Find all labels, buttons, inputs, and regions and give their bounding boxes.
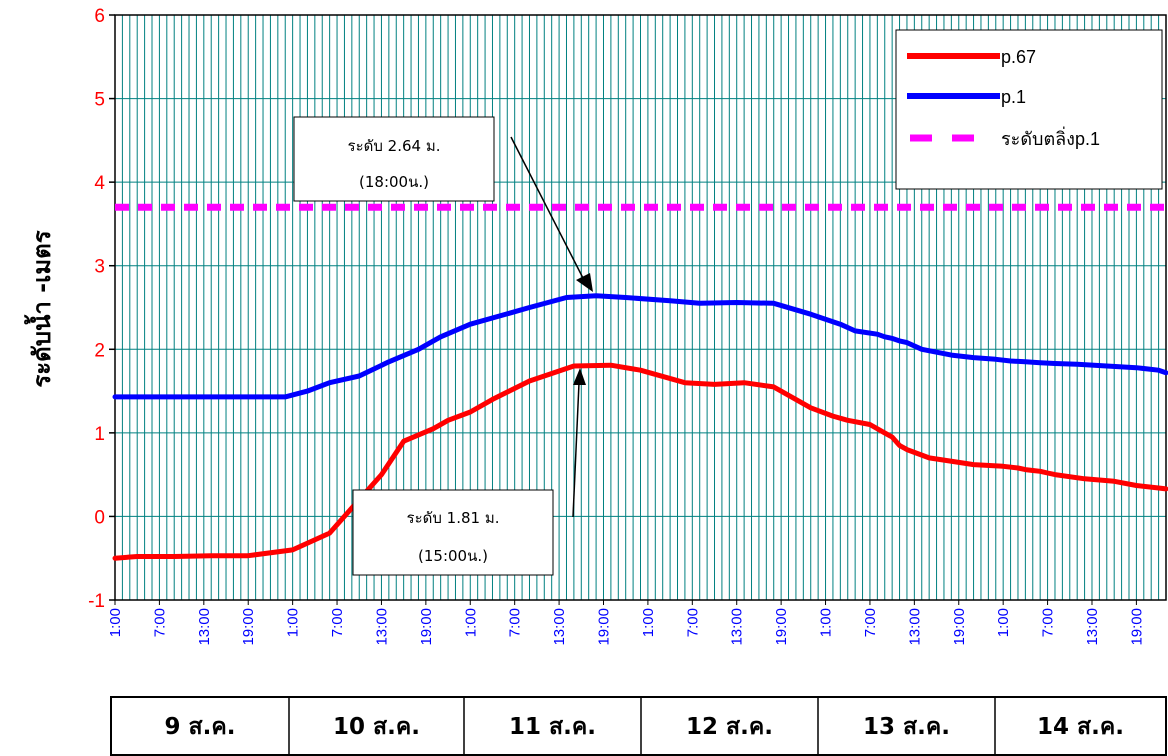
y-tick-label: 5	[94, 90, 105, 111]
y-tick-label: 3	[94, 257, 105, 278]
y-axis-label: ระดับน้ำ -เมตร	[23, 230, 56, 387]
y-tick-labels: -1 0 1 2 3 4 5 6	[88, 6, 115, 612]
x-tick-label: 1:00	[285, 608, 302, 637]
legend-label-p1: p.1	[1001, 87, 1026, 107]
x-tick-label: 19:00	[1128, 608, 1145, 646]
annotation-box	[352, 489, 554, 576]
x-tick-labels: 1:00 7:00 13:00 19:00 1:00 7:00 13:00 19:00 1:00…	[107, 600, 1145, 646]
legend-label-p67: p.67	[1001, 47, 1036, 67]
annotation-p67-peak: ระดับ 1.81 ม. (15:00น.)	[352, 489, 554, 576]
day-label: 10 ส.ค.	[333, 714, 420, 740]
day-label: 11 ส.ค.	[509, 714, 596, 740]
y-tick-label: 1	[94, 424, 105, 445]
x-tick-label: 19:00	[240, 608, 257, 646]
annotation-box	[293, 116, 495, 202]
day-row-frame	[110, 696, 1167, 756]
x-tick-label: 13:00	[196, 608, 213, 646]
y-tick-label: -1	[88, 591, 105, 612]
x-tick-label: 19:00	[595, 608, 612, 646]
x-tick-label: 1:00	[107, 608, 124, 637]
x-tick-label: 19:00	[418, 608, 435, 646]
x-tick-label: 7:00	[507, 608, 524, 637]
x-tick-label: 19:00	[773, 608, 790, 646]
x-tick-label: 19:00	[951, 608, 968, 646]
x-tick-label: 1:00	[995, 608, 1012, 637]
annotation-line1: ระดับ 2.64 ม.	[348, 137, 441, 155]
day-row: 9 ส.ค. 10 ส.ค. 11 ส.ค. 12 ส.ค. 13 ส.ค. 14 ส.ค…	[110, 696, 1167, 756]
day-label: 13 ส.ค.	[863, 714, 950, 740]
x-tick-label: 7:00	[329, 608, 346, 637]
y-tick-label: 2	[94, 340, 105, 361]
x-tick-label: 13:00	[729, 608, 746, 646]
legend-label-bank: ระดับตลิ่งp.1	[1001, 126, 1100, 149]
legend: p.67 p.1 ระดับตลิ่งp.1	[895, 29, 1163, 190]
x-tick-label: 7:00	[151, 608, 168, 637]
x-tick-label: 13:00	[1084, 608, 1101, 646]
x-tick-label: 13:00	[906, 608, 923, 646]
x-tick-label: 7:00	[862, 608, 879, 637]
annotation-arrow-line	[572, 382, 580, 518]
y-tick-label: 0	[94, 507, 105, 528]
x-tick-label: 1:00	[462, 608, 479, 637]
annotation-line2: (18:00น.)	[359, 173, 429, 191]
x-tick-label: 13:00	[551, 608, 568, 646]
annotation-line1: ระดับ 1.81 ม.	[407, 509, 500, 527]
x-tick-label: 13:00	[373, 608, 390, 646]
x-tick-label: 1:00	[818, 608, 835, 637]
annotation-line2: (15:00น.)	[418, 547, 488, 565]
day-label: 14 ส.ค.	[1037, 714, 1124, 740]
annotation-arrow-line	[510, 136, 586, 283]
annotation-p1-peak: ระดับ 2.64 ม. (18:00น.)	[293, 116, 495, 202]
annotation-arrow-head	[576, 273, 593, 292]
y-tick-label: 4	[94, 173, 105, 194]
day-label: 12 ส.ค.	[686, 714, 773, 740]
series-line	[112, 293, 1168, 400]
x-tick-label: 1:00	[640, 608, 657, 637]
annotation-arrow-head	[573, 368, 586, 385]
plot-frame	[114, 14, 1167, 601]
x-tick-label: 7:00	[1040, 608, 1057, 637]
x-tick-label: 7:00	[684, 608, 701, 637]
day-label: 9 ส.ค.	[165, 714, 236, 740]
y-tick-label: 6	[94, 6, 105, 27]
